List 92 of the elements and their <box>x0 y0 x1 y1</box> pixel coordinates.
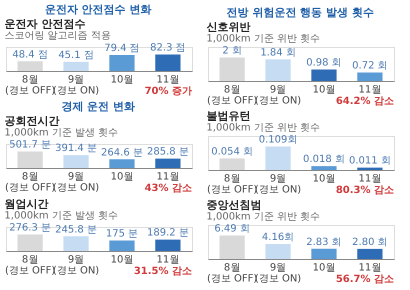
bar <box>265 59 291 81</box>
bar <box>109 159 135 168</box>
x-tick-label: 11월 <box>358 262 382 274</box>
bar <box>311 70 337 81</box>
data-label: 2 회 <box>222 46 242 57</box>
data-label: 48.4 점 <box>12 49 48 60</box>
chart-title: 전방 위험운전 행동 발생 횟수 <box>226 6 374 20</box>
x-tick-label: 9월 (경보 ON) <box>254 174 302 196</box>
data-label: 0.018 회 <box>303 154 345 166</box>
y-axis-title: 불법유턴 <box>206 110 250 123</box>
y-axis-title: 공회전시간 <box>4 114 60 128</box>
chart-subtitle: 1,000km 기준 위반 횟수 <box>206 122 320 134</box>
chart-subtitle: 1,000km 기준 발생 횟수 <box>4 127 118 138</box>
data-label: 276.3 분 <box>9 222 52 234</box>
x-tick-label: 9월 (경보 ON) <box>52 254 100 276</box>
bar <box>311 166 337 170</box>
x-tick-label: 10월 <box>312 174 336 184</box>
data-label: 391.4 분 <box>55 143 97 154</box>
bar <box>17 151 43 168</box>
text: 56.7% 감소 <box>336 274 394 285</box>
bar <box>219 236 245 259</box>
bar <box>63 155 89 168</box>
chart-subtitle: 1,000km 기준 발생 횟수 <box>4 210 118 222</box>
x-tick-label: 9월 (경보 ON) <box>254 262 302 284</box>
chart-subtitle: 스코어링 알고리즘 적용 <box>4 30 111 42</box>
data-label: 0.054 회 <box>211 146 254 158</box>
bar <box>63 62 89 71</box>
bar <box>219 58 245 81</box>
x-tick-label: 11월 <box>156 172 180 182</box>
data-label: 501.7 분 <box>9 139 52 150</box>
data-label: 189.2 분 <box>146 228 189 239</box>
x-tick-label: 11월 <box>358 174 382 184</box>
data-label: 0.98 회 <box>306 58 342 69</box>
bar <box>63 236 89 251</box>
data-label: 0.109회 <box>258 134 298 146</box>
x-tick-label: 9월 (경보 ON) <box>52 172 100 194</box>
x-tick-label: 8월 (경보 OFF) <box>4 254 56 276</box>
x-tick-label: 11월 <box>358 84 382 96</box>
bar <box>17 234 43 251</box>
bar <box>155 240 181 251</box>
data-label: 6.49 회 <box>214 224 250 235</box>
chart-subtitle: 1,000km 기준 위반 횟수 <box>206 212 320 223</box>
data-label: 82.3 점 <box>150 42 186 54</box>
bar <box>357 248 383 259</box>
data-label: 175 분 <box>106 228 138 240</box>
chart-title: 경제 운전 변화 <box>61 100 136 113</box>
data-label: 4.16회 <box>262 232 294 243</box>
text: 31.5% 감소 <box>134 266 192 277</box>
y-axis-title: 신호위반 <box>206 20 250 34</box>
data-label: 0.72 회 <box>352 60 388 72</box>
data-label: 2.80 회 <box>352 236 388 248</box>
x-tick-label: 8월 (경보 OFF) <box>4 172 56 194</box>
x-tick-label: 10월 <box>312 84 336 96</box>
bar <box>155 158 181 168</box>
bar <box>357 72 383 81</box>
bar <box>155 54 181 71</box>
x-tick-label: 10월 <box>312 262 336 274</box>
chart-subtitle: 1,000km 기준 위반 횟수 <box>206 34 320 45</box>
y-axis-title: 운전자 안전점수 <box>4 17 86 30</box>
x-tick-label: 11월 <box>156 254 180 266</box>
x-tick-label: 8월 (경보 OFF) <box>4 74 56 96</box>
text: 43% 감소 <box>144 183 192 194</box>
x-tick-label: 9월 (경보 ON) <box>254 84 302 106</box>
data-label: 285.8 분 <box>146 146 189 158</box>
x-tick-label: 11월 <box>156 74 180 86</box>
y-axis-title: 중앙선침범 <box>206 198 262 212</box>
bar <box>219 158 245 170</box>
bar <box>109 55 135 71</box>
text: 80.3% 감소 <box>336 185 394 196</box>
bar <box>109 240 135 251</box>
bar <box>311 248 337 259</box>
y-axis-title: 웜업시간 <box>4 197 48 210</box>
data-label: 264.6 분 <box>101 147 143 158</box>
x-tick-label: 8월 (경보 OFF) <box>206 262 258 284</box>
data-label: 2.83 회 <box>306 236 342 248</box>
x-tick-label: 10월 <box>110 254 134 266</box>
x-tick-label: 8월 (경보 OFF) <box>206 84 258 106</box>
bar <box>265 146 291 170</box>
chart-title: 운전자 안전점수 변화 <box>44 2 152 16</box>
data-label: 79.4 점 <box>104 43 140 54</box>
x-tick-label: 10월 <box>110 74 134 86</box>
x-tick-label: 10월 <box>110 172 134 182</box>
data-label: 1.84 회 <box>260 47 296 58</box>
bar <box>17 61 43 71</box>
text: 64.2% 감소 <box>336 96 394 107</box>
text: 70% 증가 <box>144 86 192 97</box>
x-tick-label: 9월 (경보 ON) <box>52 74 100 96</box>
data-label: 0.011 회 <box>348 156 391 167</box>
x-tick-label: 8월 (경보 OFF) <box>206 174 258 196</box>
bar <box>265 244 291 259</box>
data-label: 45.1 점 <box>58 50 94 61</box>
data-label: 245.8 분 <box>55 224 97 236</box>
